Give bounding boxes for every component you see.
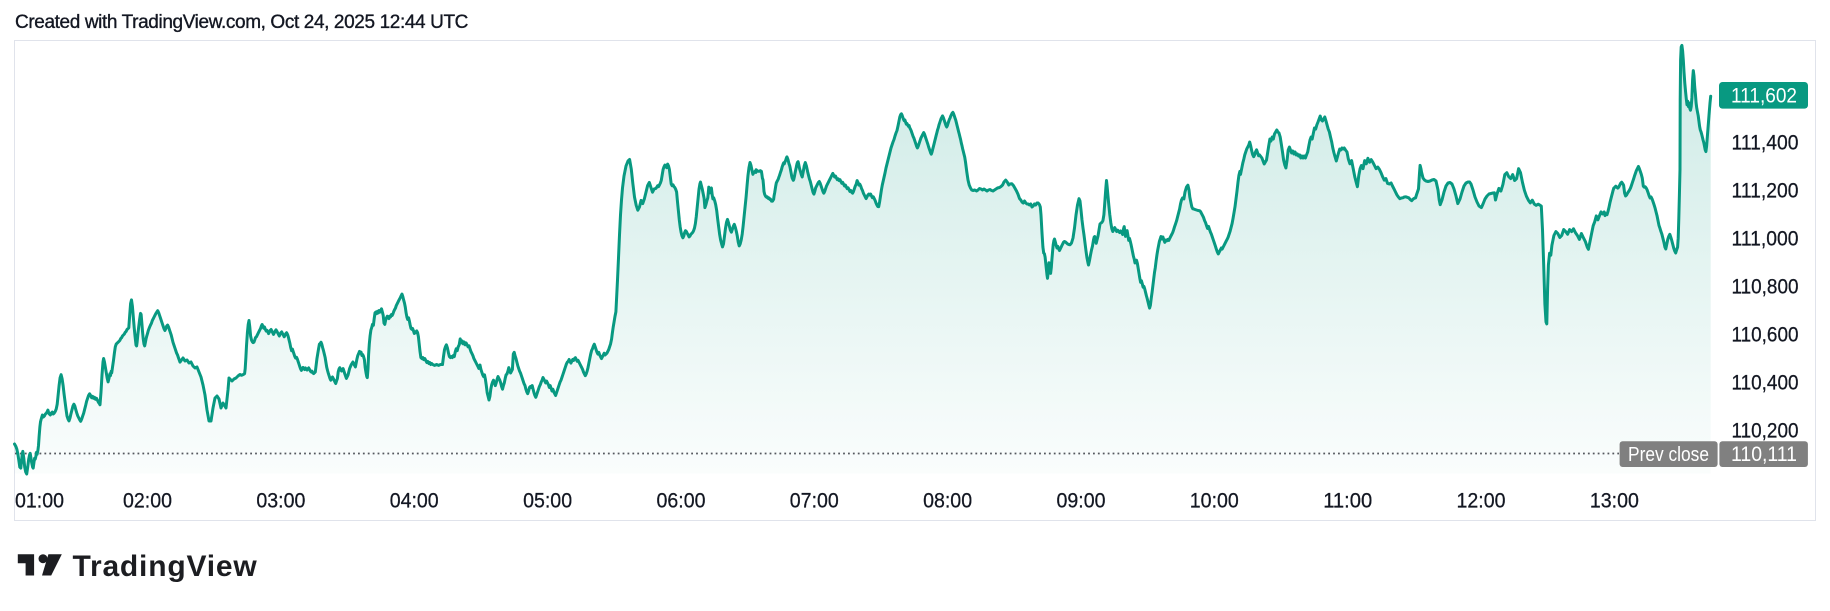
svg-text:11:00: 11:00	[1323, 490, 1372, 513]
svg-text:12:00: 12:00	[1457, 490, 1506, 513]
svg-text:110,400: 110,400	[1732, 372, 1799, 395]
svg-text:07:00: 07:00	[790, 490, 839, 513]
svg-text:Created with TradingView.com,: Created with TradingView.com, Oct 24, 20…	[15, 12, 468, 33]
svg-text:09:00: 09:00	[1057, 490, 1106, 513]
svg-text:110,111: 110,111	[1731, 443, 1797, 466]
svg-text:01:00: 01:00	[15, 490, 64, 513]
svg-text:110,600: 110,600	[1732, 324, 1799, 347]
svg-text:04:00: 04:00	[390, 490, 439, 513]
svg-text:08:00: 08:00	[923, 490, 972, 513]
svg-text:06:00: 06:00	[657, 490, 706, 513]
svg-text:111,000: 111,000	[1732, 228, 1799, 251]
svg-text:13:00: 13:00	[1590, 490, 1639, 513]
svg-text:10:00: 10:00	[1190, 490, 1239, 513]
svg-text:111,602: 111,602	[1731, 84, 1797, 107]
svg-text:111,400: 111,400	[1732, 132, 1799, 155]
svg-text:110,200: 110,200	[1732, 420, 1799, 443]
svg-text:03:00: 03:00	[256, 490, 305, 513]
svg-text:110,800: 110,800	[1732, 276, 1799, 299]
svg-text:02:00: 02:00	[123, 490, 172, 513]
svg-text:111,200: 111,200	[1732, 180, 1799, 203]
svg-text:05:00: 05:00	[523, 490, 572, 513]
svg-text:Prev close: Prev close	[1628, 444, 1709, 466]
svg-text:TradingView: TradingView	[73, 550, 258, 583]
